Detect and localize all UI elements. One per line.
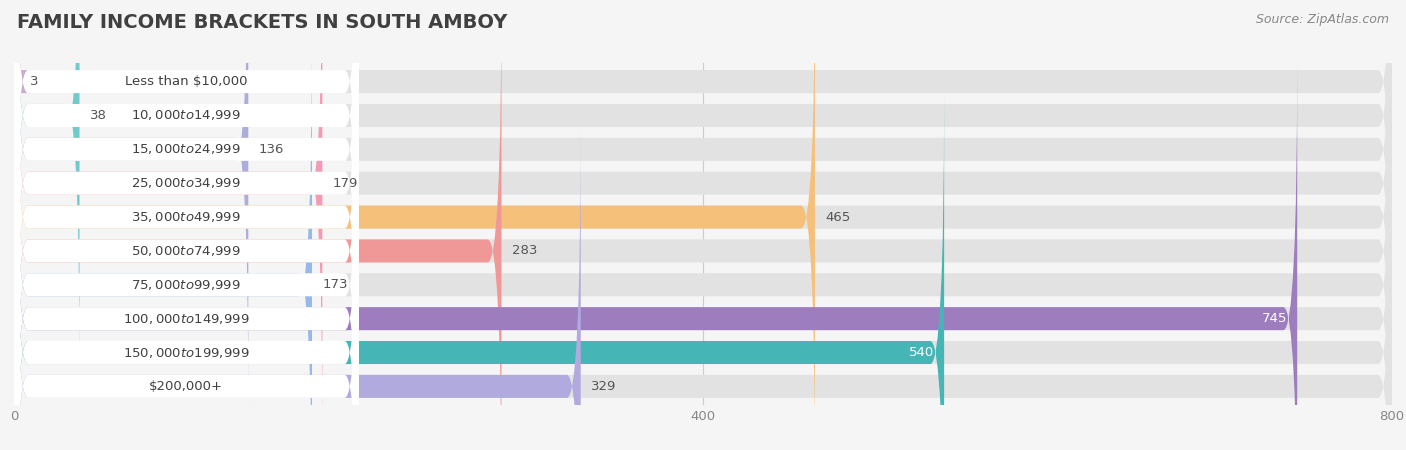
FancyBboxPatch shape (14, 0, 359, 375)
Text: 3: 3 (30, 75, 38, 88)
Text: $10,000 to $14,999: $10,000 to $14,999 (131, 108, 242, 122)
FancyBboxPatch shape (14, 59, 1392, 450)
FancyBboxPatch shape (14, 93, 945, 450)
FancyBboxPatch shape (14, 25, 359, 450)
FancyBboxPatch shape (14, 127, 581, 450)
Text: $150,000 to $199,999: $150,000 to $199,999 (124, 346, 249, 360)
Text: $100,000 to $149,999: $100,000 to $149,999 (124, 312, 249, 326)
Text: 173: 173 (322, 278, 347, 291)
FancyBboxPatch shape (14, 93, 1392, 450)
FancyBboxPatch shape (14, 0, 1392, 341)
FancyBboxPatch shape (14, 0, 359, 443)
FancyBboxPatch shape (14, 0, 249, 409)
Text: 179: 179 (333, 177, 359, 190)
Text: 136: 136 (259, 143, 284, 156)
FancyBboxPatch shape (14, 127, 359, 450)
Text: 540: 540 (908, 346, 934, 359)
Text: $25,000 to $34,999: $25,000 to $34,999 (131, 176, 242, 190)
Text: Less than $10,000: Less than $10,000 (125, 75, 247, 88)
Text: $200,000+: $200,000+ (149, 380, 224, 393)
Text: 38: 38 (90, 109, 107, 122)
Text: $15,000 to $24,999: $15,000 to $24,999 (131, 142, 242, 156)
Text: 329: 329 (591, 380, 616, 393)
FancyBboxPatch shape (14, 127, 1392, 450)
FancyBboxPatch shape (14, 0, 502, 450)
Text: 465: 465 (825, 211, 851, 224)
Text: 283: 283 (512, 244, 537, 257)
Text: $35,000 to $49,999: $35,000 to $49,999 (131, 210, 242, 224)
FancyBboxPatch shape (14, 25, 1392, 450)
FancyBboxPatch shape (14, 0, 1392, 443)
FancyBboxPatch shape (14, 0, 359, 341)
FancyBboxPatch shape (14, 0, 815, 450)
FancyBboxPatch shape (14, 0, 1392, 409)
FancyBboxPatch shape (14, 25, 312, 450)
Text: FAMILY INCOME BRACKETS IN SOUTH AMBOY: FAMILY INCOME BRACKETS IN SOUTH AMBOY (17, 14, 508, 32)
FancyBboxPatch shape (14, 0, 1392, 450)
FancyBboxPatch shape (14, 0, 80, 375)
FancyBboxPatch shape (14, 0, 359, 450)
FancyBboxPatch shape (6, 0, 28, 341)
FancyBboxPatch shape (14, 0, 322, 443)
Text: $50,000 to $74,999: $50,000 to $74,999 (131, 244, 242, 258)
Text: $75,000 to $99,999: $75,000 to $99,999 (131, 278, 242, 292)
FancyBboxPatch shape (14, 0, 1392, 375)
FancyBboxPatch shape (14, 0, 359, 409)
FancyBboxPatch shape (14, 93, 359, 450)
FancyBboxPatch shape (14, 0, 1392, 450)
FancyBboxPatch shape (14, 59, 1298, 450)
FancyBboxPatch shape (14, 59, 359, 450)
Text: 745: 745 (1261, 312, 1286, 325)
FancyBboxPatch shape (14, 0, 359, 450)
Text: Source: ZipAtlas.com: Source: ZipAtlas.com (1256, 14, 1389, 27)
